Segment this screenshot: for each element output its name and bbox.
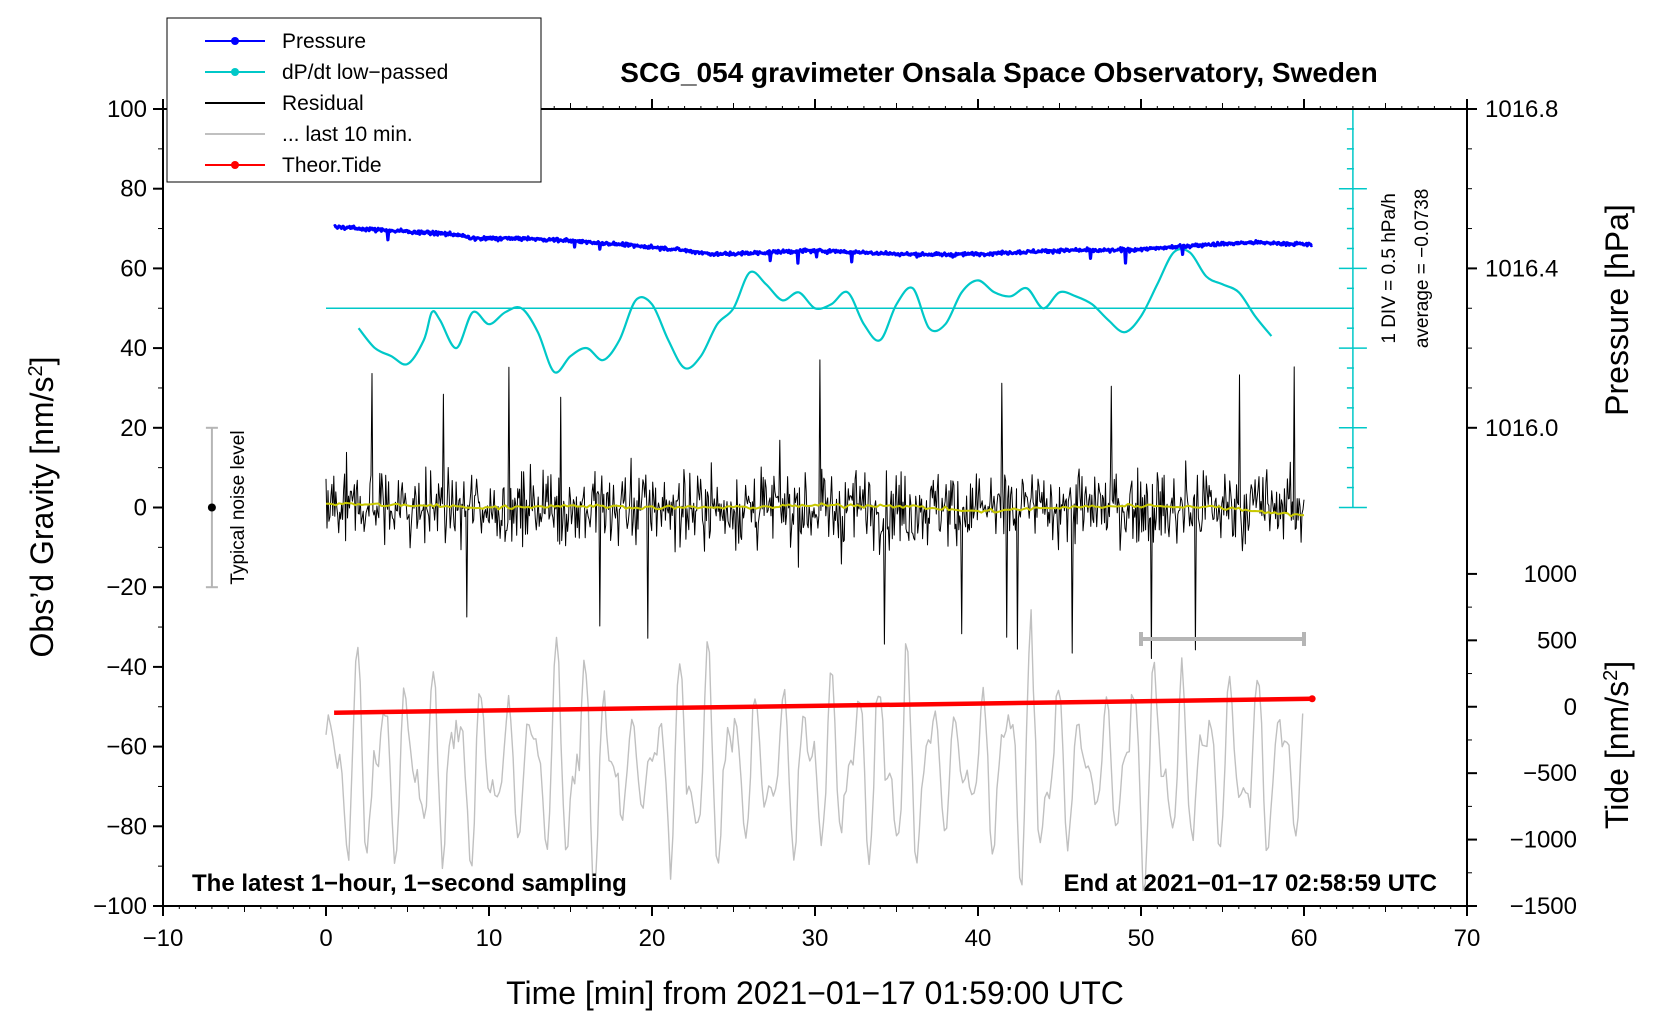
tide-tick-label: 500 [1537,627,1577,654]
pressure-line [333,224,1314,265]
pressure-tick-label: 1016.0 [1485,415,1558,442]
bottom-right-note: End at 2021−01−17 02:58:59 UTC [1063,870,1437,897]
x-tick-label: 60 [1291,925,1318,952]
tide-axis-label-close: ] [1599,661,1635,670]
legend-label: ... last 10 min. [282,123,413,146]
tide-axis: −1500 −1000 −500 0 500 1000 [1467,561,1577,920]
legend-swatch-marker [231,68,239,76]
x-tick-label: 10 [476,925,503,952]
x-axis-label: Time [min] from 2021−01−17 01:59:00 UTC [506,975,1124,1011]
y-axis-label-sup: 2 [25,365,47,376]
tide-tick-label: −1500 [1510,893,1577,920]
tide-tick-label: 0 [1564,694,1577,721]
last-10-min-series [325,609,1304,892]
residual-line [325,359,1305,659]
x-tick-label: −10 [143,925,184,952]
y-tick-label: 60 [120,255,147,282]
legend-box [166,17,542,183]
bottom-left-note: The latest 1−hour, 1−second sampling [192,870,627,897]
theor-tide-end-marker [1308,695,1316,703]
legend-label: dP/dt low−passed [282,61,448,84]
div-note: 1 DIV = 0.5 hPa/h [1379,193,1400,344]
chart-title: SCG_054 gravimeter Onsala Space Observat… [620,57,1377,88]
pressure-tick-label: 1016.8 [1485,96,1558,123]
pressure-axis-label: Pressure [hPa] [1599,204,1635,416]
y-tick-label: −20 [106,574,147,601]
x-tick-label: 50 [1128,925,1155,952]
theor-tide-series [334,695,1316,715]
noise-level-label: Typical noise level [228,430,249,584]
residual-series [325,359,1305,659]
residual-lowpass-line [325,501,1305,518]
legend-swatch-marker [231,37,239,45]
x-tick-label: 70 [1454,925,1481,952]
annotations: Typical noise level 1 DIV = 0.5 hPa/h aver… [205,108,1433,647]
y-tick-label: 0 [134,495,147,522]
tide-tick-label: 1000 [1524,561,1577,588]
x-tick-label: 40 [965,925,992,952]
tide-axis-label-main: Tide [nm/s [1599,681,1635,829]
dpdt-series [326,247,1353,374]
y-axis-label-main: Obs’d Gravity [nm/s [24,377,60,658]
y-tick-label: −80 [106,813,147,840]
pressure-tick-label: 1016.4 [1485,255,1558,282]
residual-lowpass-series [325,501,1305,518]
legend: Pressure dP/dt low−passed Residual ... last… [166,17,542,183]
y-axis-label-close: ] [24,357,60,366]
theor-tide-line [334,696,1313,715]
noise-bar-marker [207,503,216,512]
x-tick-label: 20 [639,925,666,952]
average-note: average = −0.0738 [1412,189,1433,349]
y-tick-label: 100 [107,96,147,123]
tide-tick-label: −1000 [1510,827,1577,854]
tide-axis-label: Tide [nm/s2] [1599,661,1635,829]
legend-label: Pressure [282,30,366,53]
dpdt-line [357,247,1273,374]
legend-swatch-marker [231,161,239,169]
legend-label: Residual [282,92,364,115]
y-tick-label: −100 [93,893,147,920]
x-tick-label: 0 [319,925,332,952]
tide-axis-label-sup: 2 [1600,670,1622,681]
y-tick-label: 80 [120,176,147,203]
y-axis-left: −100 −80 −60 −40 −20 0 20 40 60 80 100 [93,96,163,920]
x-tick-label: 30 [802,925,829,952]
y-axis-label: Obs’d Gravity [nm/s2] [24,357,60,658]
y-tick-label: −40 [106,654,147,681]
y-tick-label: 20 [120,415,147,442]
last-10-min-line [325,609,1304,892]
y-tick-label: 40 [120,335,147,362]
legend-label: Theor.Tide [282,154,382,177]
tide-tick-label: −500 [1523,760,1577,787]
pressure-series [333,224,1314,265]
y-tick-label: −60 [106,734,147,761]
